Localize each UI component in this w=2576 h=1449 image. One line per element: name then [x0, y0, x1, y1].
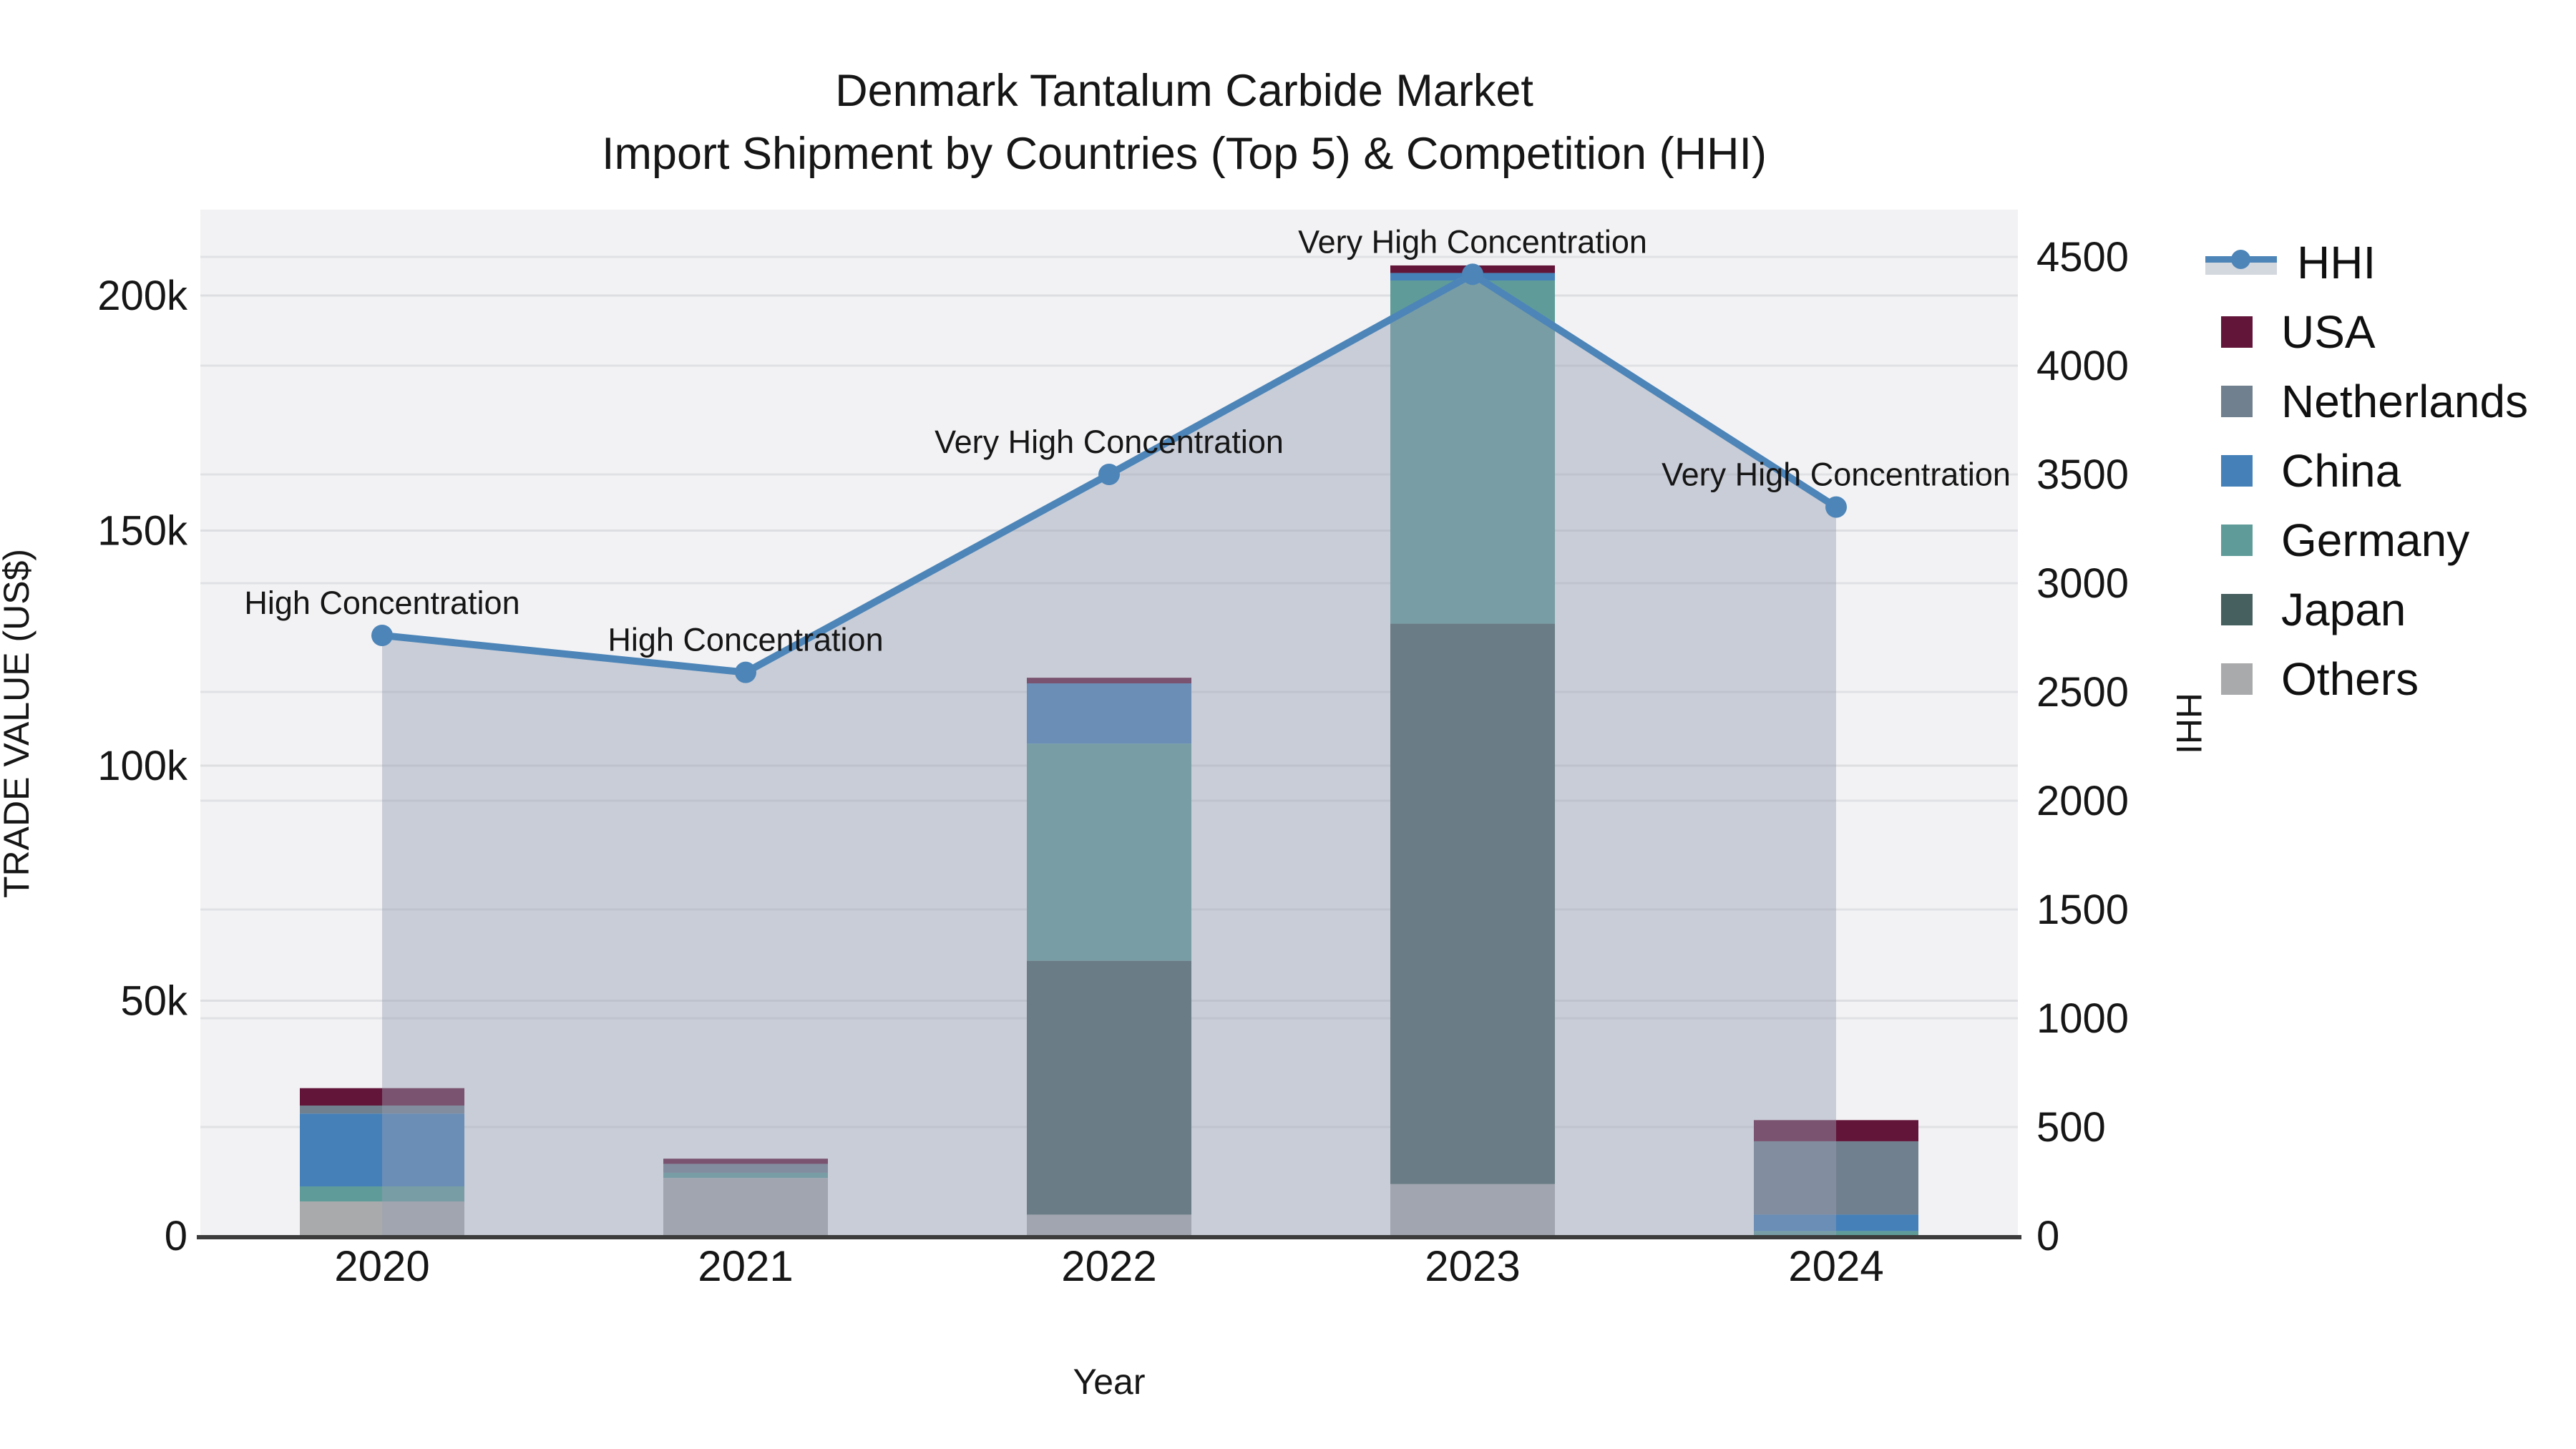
y-right-tick-label: 2000: [2036, 778, 2129, 824]
x-tick-label-2021: 2021: [698, 1242, 793, 1290]
legend-item-hhi[interactable]: HHI: [2204, 228, 2576, 297]
bar-segment-usa-2022[interactable]: [1027, 678, 1191, 684]
x-tick-label-2020: 2020: [334, 1242, 429, 1290]
y-right-tick-label: 500: [2036, 1104, 2106, 1151]
y-left-tick-label: 50k: [120, 978, 188, 1025]
bar-segment-netherlands-2021[interactable]: [663, 1163, 828, 1173]
x-axis-title: Year: [1073, 1362, 1145, 1402]
y-right-tick-label: 4500: [2036, 234, 2129, 280]
legend-label: Netherlands: [2281, 375, 2529, 427]
annotation-2020: High Concentration: [244, 585, 519, 621]
bar-segment-china-2022[interactable]: [1027, 683, 1191, 744]
y-left-axis-title: TRADE VALUE (US$): [0, 549, 36, 898]
bar-segment-others-2022[interactable]: [1027, 1214, 1191, 1236]
legend-item-netherlands[interactable]: Netherlands: [2204, 366, 2576, 436]
bar-segment-germany-2022[interactable]: [1027, 743, 1191, 961]
y-left-tick-label: 150k: [97, 508, 188, 555]
bar-segment-netherlands-2024[interactable]: [1754, 1141, 1918, 1215]
y-right-tick-label: 3000: [2036, 560, 2129, 607]
y-right-tick-label: 1500: [2036, 887, 2129, 933]
legend-label: HHI: [2297, 236, 2376, 288]
japan-color-swatch-icon: [2221, 593, 2253, 625]
hhi-marker-2022[interactable]: [1098, 464, 1120, 485]
bar-segment-germany-2020[interactable]: [300, 1186, 464, 1202]
x-tick-label-2023: 2023: [1425, 1242, 1520, 1290]
y-right-tick-label: 2500: [2036, 669, 2129, 716]
bar-segment-china-2020[interactable]: [300, 1113, 464, 1187]
hhi-marker-2023[interactable]: [1462, 263, 1483, 286]
legend-label: China: [2281, 444, 2401, 497]
y-left-tick-label: 200k: [97, 273, 188, 319]
x-tick-label-2024: 2024: [1788, 1242, 1883, 1290]
hhi-marker-2024[interactable]: [1825, 496, 1847, 518]
bar-segment-others-2023[interactable]: [1390, 1184, 1555, 1236]
legend-item-japan[interactable]: Japan: [2204, 575, 2576, 644]
y-right-axis-title: HHI: [2169, 693, 2209, 754]
legend-label: Japan: [2281, 583, 2406, 635]
y-right-tick-label: 4000: [2036, 343, 2129, 389]
bar-segment-germany-2021[interactable]: [663, 1172, 828, 1179]
legend-item-usa[interactable]: USA: [2204, 297, 2576, 366]
bar-segment-japan-2022[interactable]: [1027, 960, 1191, 1215]
hhi-line-legend-swatch-icon: [2205, 247, 2277, 278]
germany-color-swatch-icon: [2221, 524, 2253, 556]
bar-segment-germany-2024[interactable]: [1754, 1231, 1918, 1236]
chart-title-line1: Denmark Tantalum Carbide Market: [835, 66, 1533, 116]
legend-item-others[interactable]: Others: [2204, 644, 2576, 713]
x-tick-label-2022: 2022: [1061, 1242, 1156, 1290]
chart-title-line2: Import Shipment by Countries (Top 5) & C…: [602, 129, 1767, 179]
legend-label: Others: [2281, 653, 2419, 705]
hhi-area-fill: [382, 274, 1836, 1236]
annotation-2022: Very High Concentration: [935, 424, 1284, 460]
legend-label: USA: [2281, 306, 2376, 358]
bar-segment-netherlands-2020[interactable]: [300, 1106, 464, 1114]
netherlands-color-swatch-icon: [2221, 385, 2253, 417]
legend-item-china[interactable]: China: [2204, 436, 2576, 505]
bar-segment-china-2024[interactable]: [1754, 1214, 1918, 1231]
bar-segment-germany-2023[interactable]: [1390, 280, 1555, 624]
annotation-2021: High Concentration: [608, 622, 883, 658]
legend: HHI USA Netherlands China Germany Japan Others: [2204, 228, 2576, 713]
bar-segment-usa-2020[interactable]: [300, 1088, 464, 1106]
others-color-swatch-icon: [2221, 663, 2253, 695]
hhi-marker-2020[interactable]: [371, 624, 393, 646]
bar-segment-others-2021[interactable]: [663, 1178, 828, 1236]
annotation-2024: Very High Concentration: [1662, 457, 2011, 493]
y-left-tick-label: 100k: [97, 743, 188, 789]
hhi-marker-2021[interactable]: [735, 661, 756, 683]
legend-item-germany[interactable]: Germany: [2204, 505, 2576, 575]
y-right-tick-label: 3500: [2036, 452, 2129, 498]
bar-segment-japan-2023[interactable]: [1390, 623, 1555, 1184]
bar-segment-usa-2024[interactable]: [1754, 1120, 1918, 1141]
legend-label: Germany: [2281, 514, 2470, 566]
y-right-tick-label: 0: [2036, 1213, 2059, 1259]
annotation-2023: Very High Concentration: [1298, 223, 1647, 260]
y-right-tick-label: 1000: [2036, 995, 2129, 1042]
bar-segment-usa-2021[interactable]: [663, 1158, 828, 1164]
china-color-swatch-icon: [2221, 454, 2253, 487]
usa-color-swatch-icon: [2221, 316, 2253, 348]
y-left-tick-label: 0: [165, 1213, 187, 1259]
bar-segment-others-2020[interactable]: [300, 1201, 464, 1236]
